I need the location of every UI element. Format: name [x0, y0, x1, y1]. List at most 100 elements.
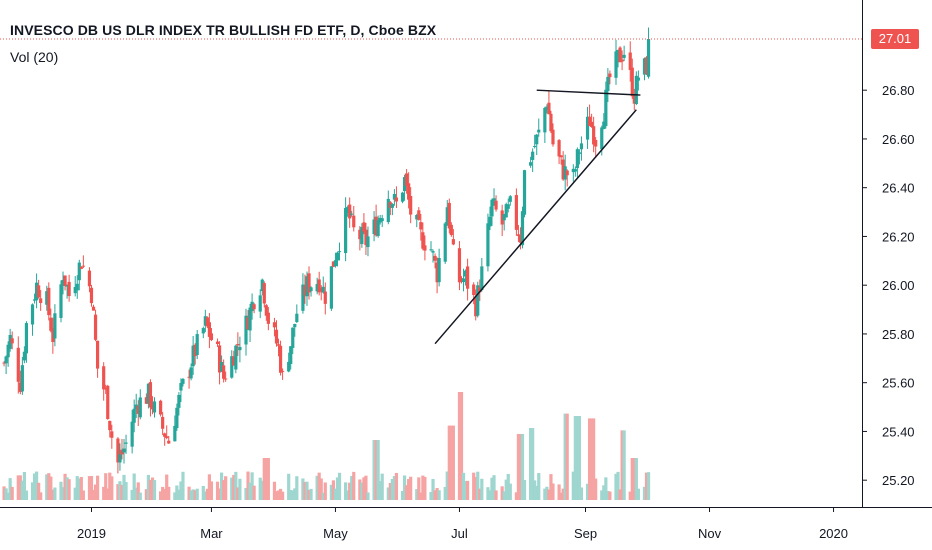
- price-axis[interactable]: 25.20 25.40 25.60 25.80 26.00 26.20 26.40 26.60…: [862, 83, 915, 488]
- volume-bar: [364, 475, 368, 500]
- volume-bar: [278, 488, 283, 500]
- volume-bar: [402, 475, 407, 500]
- volume-bar: [535, 485, 539, 500]
- candle-body: [163, 433, 167, 437]
- price-tick-label: 26.60: [882, 132, 915, 147]
- volume-bar: [146, 474, 151, 500]
- candle-body: [315, 284, 319, 292]
- candle-body: [234, 345, 238, 370]
- candle-body: [514, 195, 518, 230]
- candle-body: [344, 208, 348, 254]
- candle-body: [500, 210, 504, 225]
- volume-bar: [124, 481, 128, 500]
- candle-body: [264, 305, 268, 316]
- candle-body: [366, 236, 370, 248]
- volume-bar: [293, 488, 297, 500]
- time-tick-label: May: [323, 526, 348, 541]
- candle-body: [518, 235, 523, 243]
- volume-bar: [366, 492, 370, 500]
- candle-body: [65, 285, 69, 287]
- volume-bar: [148, 479, 153, 500]
- candle-body: [433, 255, 437, 261]
- volume-bar: [67, 479, 71, 500]
- volume-bar: [87, 476, 92, 500]
- candle-body: [606, 76, 610, 92]
- volume-bar: [252, 485, 256, 500]
- volume-bar: [504, 479, 508, 500]
- time-axis[interactable]: 2019 Mar May Jul Sep Nov 2020: [77, 507, 848, 541]
- candle-body: [89, 287, 94, 304]
- candle-body: [205, 317, 209, 327]
- candle-body: [443, 223, 447, 262]
- volume-bar: [559, 492, 563, 500]
- candle-body: [535, 134, 539, 145]
- candle-body: [301, 284, 305, 311]
- volume-bar: [39, 492, 43, 500]
- candle-body: [232, 356, 236, 366]
- candle-body: [274, 329, 279, 344]
- volume-bar: [201, 486, 205, 500]
- candle-body: [246, 317, 250, 330]
- volume-bar: [400, 490, 405, 500]
- candle-body: [634, 75, 638, 105]
- candle-body: [459, 278, 464, 282]
- volume-bar: [561, 488, 565, 500]
- candle-body: [331, 261, 336, 267]
- candle-body: [557, 140, 561, 157]
- candle-body: [159, 400, 163, 415]
- volume-bar: [134, 487, 138, 500]
- volume-bar: [443, 486, 447, 500]
- candle-body: [642, 58, 647, 75]
- candle-body: [335, 252, 340, 261]
- candle-body: [193, 344, 197, 357]
- volume-bar: [77, 478, 81, 500]
- candle-body: [545, 106, 549, 110]
- volume-bar: [407, 479, 411, 500]
- volume-bar: [630, 458, 634, 500]
- volume-bar: [116, 484, 120, 500]
- volume-bar: [53, 487, 57, 500]
- candle-body: [437, 258, 441, 283]
- volume-bar: [632, 458, 636, 500]
- candle-body: [435, 262, 439, 283]
- volume-bar: [644, 472, 649, 500]
- volume-bar: [45, 474, 49, 500]
- candle-body: [106, 385, 110, 419]
- candle-body: [258, 295, 262, 312]
- candle-body: [407, 183, 411, 200]
- candle-body: [386, 198, 390, 223]
- candle-body: [431, 251, 435, 253]
- candle-body: [579, 143, 584, 150]
- candle-body: [533, 145, 537, 148]
- candle-body: [561, 159, 565, 180]
- candle-body: [59, 284, 63, 318]
- volume-bar: [571, 471, 575, 500]
- volume-bar: [616, 471, 620, 500]
- candle-body: [543, 107, 547, 133]
- candle-body: [590, 121, 594, 127]
- volume-bar: [614, 473, 618, 500]
- volume-bar: [543, 488, 547, 500]
- volume-bars: [2, 392, 651, 500]
- volume-bar: [618, 489, 622, 500]
- volume-bar: [378, 481, 382, 500]
- candle-body: [323, 291, 327, 304]
- candle-body: [291, 327, 295, 348]
- candle-body: [364, 229, 368, 246]
- volume-bar: [18, 475, 22, 500]
- candle-body: [622, 54, 626, 58]
- volume-bar: [8, 478, 12, 500]
- candle-body: [91, 306, 96, 311]
- volume-bar: [2, 486, 6, 500]
- candle-body: [63, 275, 67, 286]
- volume-bar: [360, 482, 364, 500]
- candle-body: [547, 102, 551, 115]
- volume-bar: [4, 488, 8, 500]
- candle-body: [4, 356, 8, 364]
- candle-body: [305, 276, 309, 297]
- volume-indicator-label[interactable]: Vol (20): [10, 49, 59, 65]
- candle-body: [132, 408, 136, 423]
- volume-bar: [628, 491, 632, 500]
- volume-bar: [445, 471, 449, 500]
